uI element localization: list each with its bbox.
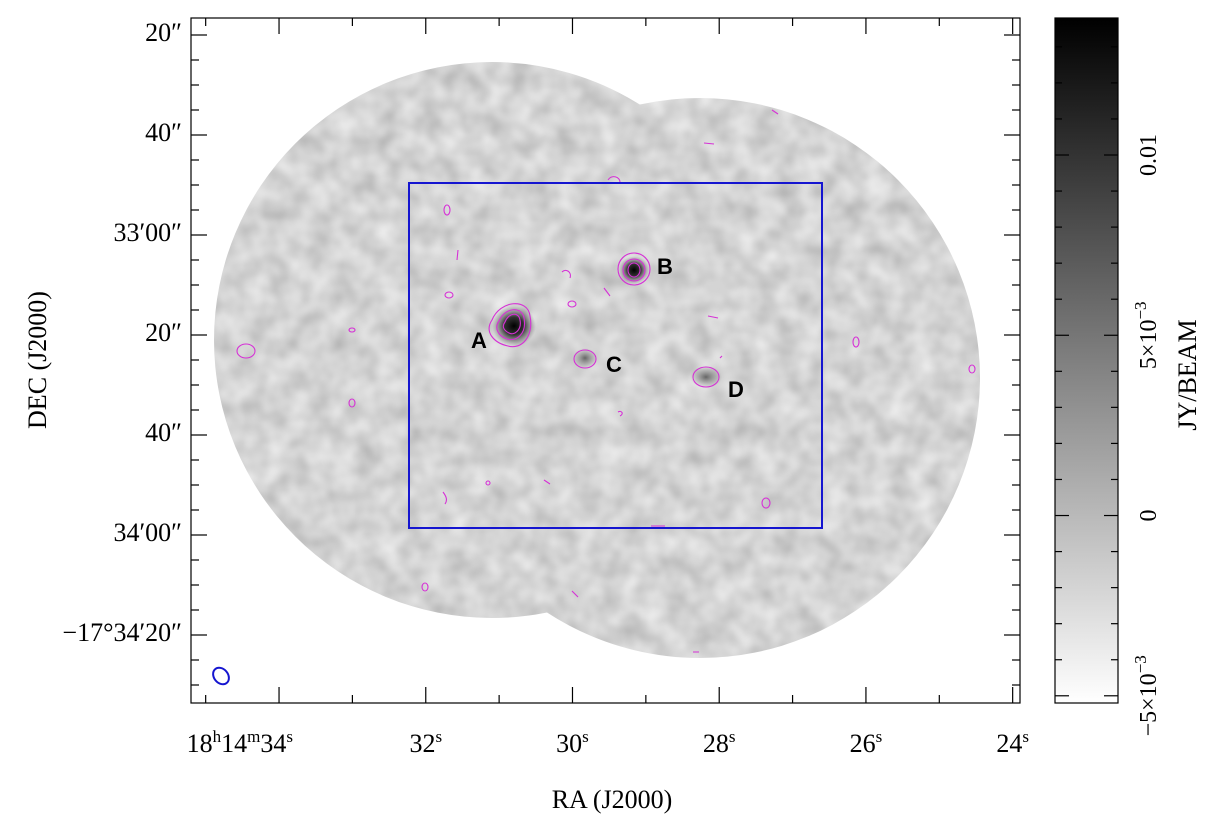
colorbar-label: JY/BEAM — [1173, 319, 1202, 430]
x-tick-label: 32s — [409, 727, 442, 758]
y-tick-label: 40″ — [145, 418, 182, 447]
colorbar-tick-label: 0 — [1136, 510, 1162, 522]
y-tick-label: 20″ — [145, 18, 182, 47]
contour — [443, 204, 451, 216]
source-blob — [690, 366, 722, 388]
contour — [622, 258, 646, 282]
contours — [236, 109, 976, 653]
colorbar-tick-label: −5×10−3 — [1131, 655, 1161, 736]
x-axis-label: RA (J2000) — [552, 785, 673, 814]
source-blob — [573, 348, 597, 368]
contour — [421, 582, 429, 592]
contour — [442, 109, 779, 653]
source-label: A — [471, 328, 487, 353]
field-box — [408, 182, 823, 529]
contour — [236, 343, 256, 359]
contour — [502, 313, 521, 335]
x-tick-label: 30s — [556, 727, 589, 758]
x-tick-label: 24s — [996, 727, 1029, 758]
contour — [496, 309, 526, 341]
contour — [617, 252, 651, 286]
contour — [627, 262, 641, 278]
contour — [488, 303, 532, 348]
contour — [348, 398, 356, 408]
x-tick-label: 28s — [703, 727, 736, 758]
x-tick-label: 18h14m34s — [187, 727, 293, 758]
source-label: B — [657, 254, 673, 279]
source-blob — [619, 256, 649, 284]
source-label: D — [728, 377, 744, 402]
contour — [348, 327, 356, 333]
y-tick-label: 34′00″ — [113, 518, 182, 547]
colorbar — [1054, 17, 1119, 704]
y-tick-label: −17°34′20″ — [62, 618, 182, 647]
colorbar-tick-label: 0.01 — [1136, 134, 1162, 176]
contour — [485, 480, 491, 486]
mosaic — [214, 62, 980, 658]
contour — [761, 497, 771, 509]
source-blob — [492, 306, 536, 346]
contour — [968, 364, 976, 374]
contour — [444, 291, 454, 299]
source-label: C — [606, 352, 622, 377]
contour — [852, 336, 860, 348]
contour — [567, 300, 577, 308]
x-tick-label: 26s — [850, 727, 883, 758]
y-tick-label: 40″ — [145, 118, 182, 147]
contour — [692, 366, 720, 388]
beam — [212, 666, 230, 686]
contour — [573, 349, 597, 369]
colorbar-tick-label: 5×10−3 — [1131, 301, 1161, 369]
map-image — [191, 18, 1020, 703]
y-tick-label: 20″ — [145, 318, 182, 347]
y-tick-label: 33′00″ — [113, 218, 182, 247]
y-axis-label: DEC (J2000) — [23, 291, 52, 429]
